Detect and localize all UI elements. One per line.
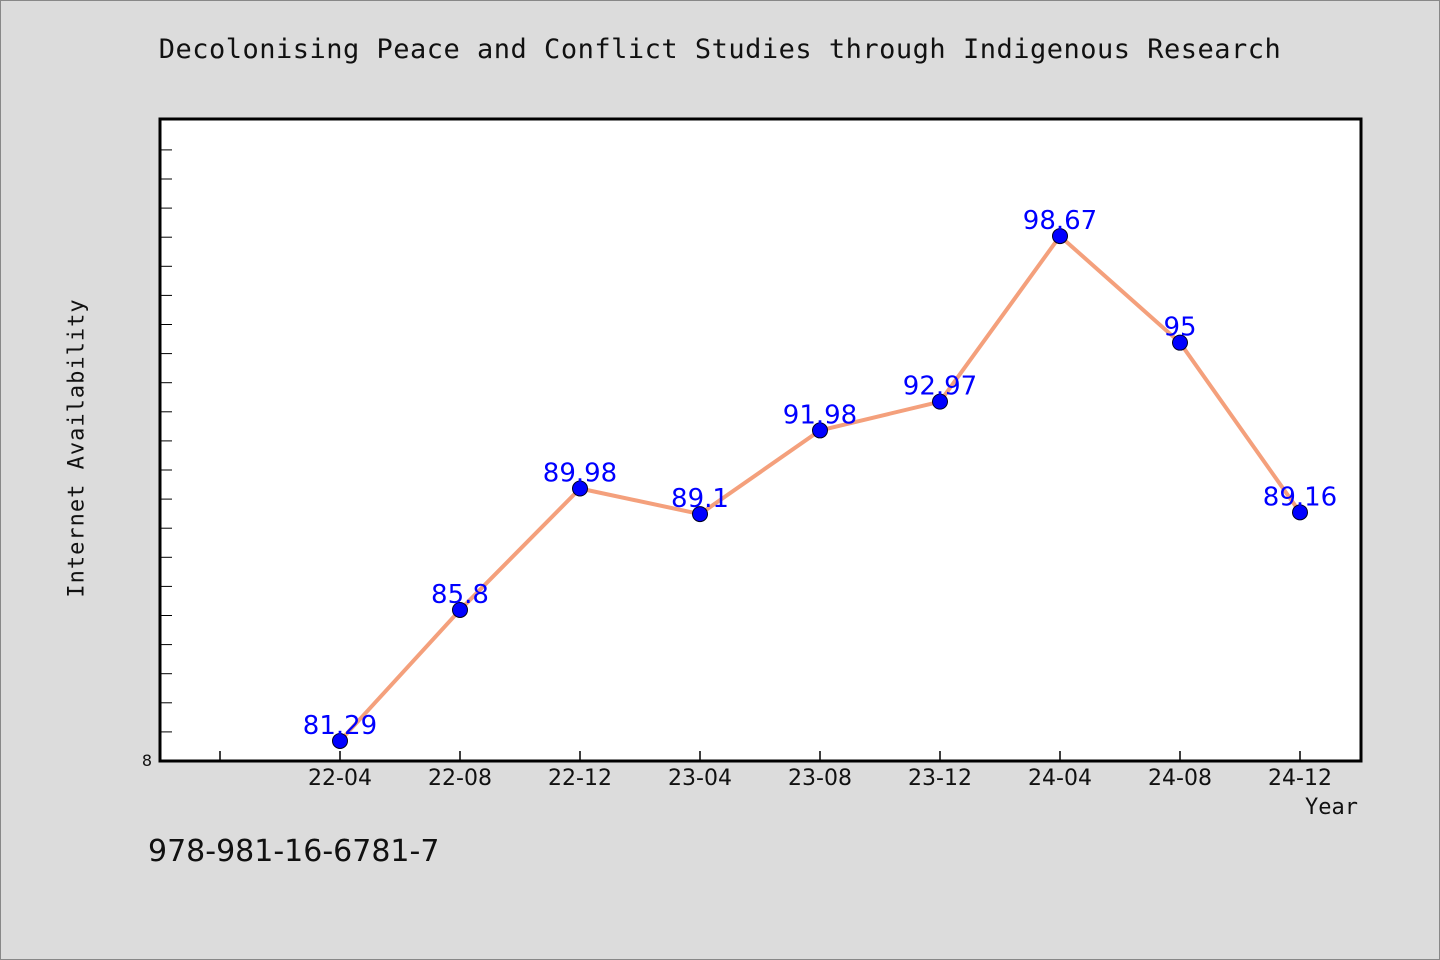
x-tick-label: 23-08: [788, 766, 852, 791]
data-point: [932, 393, 948, 410]
x-tick-label: 24-04: [1028, 766, 1092, 791]
data-label: 92.97: [903, 372, 977, 402]
data-point: [332, 732, 348, 749]
data-label: 95: [1163, 313, 1196, 343]
data-labels: 81.29 85.8 89.98 89.1 91.98 92.97 98.67 95 89.16: [303, 206, 1337, 741]
y-min-tick-label: 8: [142, 751, 152, 770]
x-tick-label: 22-08: [428, 766, 492, 791]
data-markers: [332, 228, 1308, 749]
x-axis-label: Year: [1305, 795, 1358, 820]
data-point: [572, 480, 588, 497]
data-label: 91.98: [783, 400, 857, 430]
x-tick-label: 24-12: [1268, 766, 1332, 791]
chart-title: Decolonising Peace and Conflict Studies …: [158, 34, 1282, 65]
data-point: [1052, 228, 1068, 245]
plot-area: [158, 117, 1363, 763]
data-point: [692, 506, 708, 523]
data-label: 89.16: [1263, 482, 1337, 512]
data-label: 89.98: [543, 459, 617, 489]
isbn-footnote: 978-981-16-6781-7: [148, 834, 440, 869]
x-tick-label: 23-04: [668, 766, 732, 791]
data-label: 89.1: [671, 484, 729, 514]
x-tick-label: 22-04: [308, 766, 372, 791]
data-label: 85.8: [431, 580, 489, 610]
y-axis-ticks: [160, 149, 172, 762]
x-tick-label: 23-12: [908, 766, 972, 791]
data-point: [452, 601, 468, 618]
data-point: [812, 422, 828, 439]
x-tick-label: 24-08: [1148, 766, 1212, 791]
x-axis-ticks: 22-04 22-08 22-12 23-04 23-08 23-12 24-04 24-08…: [219, 751, 1332, 791]
data-label: 81.29: [303, 711, 377, 741]
x-tick-label: 22-12: [548, 766, 612, 791]
data-label: 98.67: [1023, 206, 1097, 236]
data-point: [1292, 504, 1308, 521]
data-point: [1172, 334, 1188, 351]
